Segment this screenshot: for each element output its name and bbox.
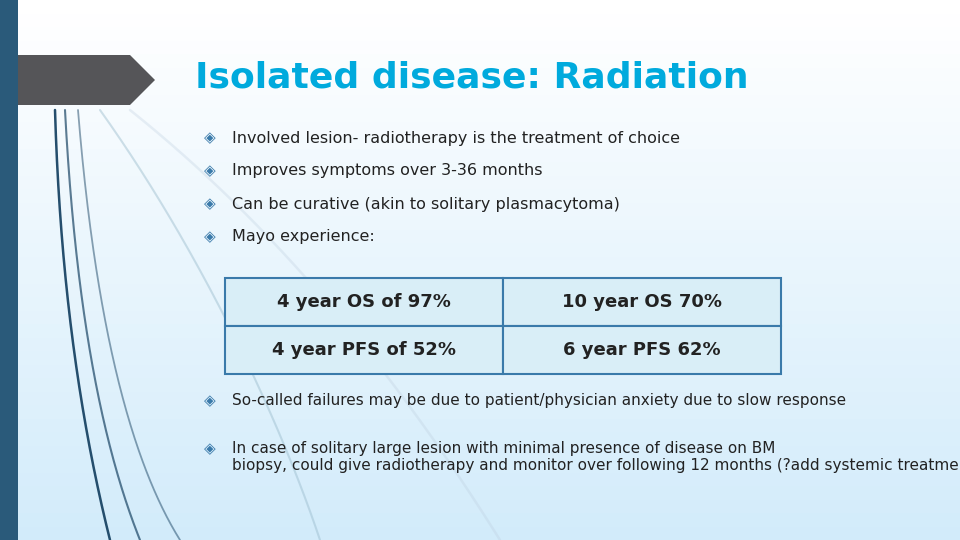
Text: 4 year PFS of 52%: 4 year PFS of 52% [272,341,456,359]
Bar [0,162,960,176]
Bar [0,81,960,94]
Bar [0,94,960,108]
Bar [0,526,960,540]
Bar [0,176,960,189]
Text: Improves symptoms over 3-36 months: Improves symptoms over 3-36 months [232,164,542,179]
Bar [0,392,960,405]
Bar [0,243,960,256]
Bar [0,148,960,162]
Text: ◈: ◈ [204,393,216,408]
Bar [0,418,960,432]
Bar [0,310,960,324]
Bar [0,122,960,135]
Text: 6 year PFS 62%: 6 year PFS 62% [564,341,721,359]
Text: 10 year OS 70%: 10 year OS 70% [562,293,722,311]
Text: Can be curative (akin to solitary plasmacytoma): Can be curative (akin to solitary plasma… [232,197,620,212]
Text: In case of solitary large lesion with minimal presence of disease on BM: In case of solitary large lesion with mi… [232,441,776,456]
Text: ◈: ◈ [204,197,216,212]
Bar [0,68,960,81]
Bar [0,459,960,472]
Bar [0,486,960,500]
Bar [0,27,960,40]
Text: ◈: ◈ [204,441,216,456]
Bar [0,446,960,459]
Bar [0,256,960,270]
Bar [0,216,960,229]
Bar [0,40,960,54]
Polygon shape [18,55,155,105]
FancyBboxPatch shape [503,278,781,326]
Bar [0,378,960,392]
Bar [0,230,960,243]
Bar [0,108,960,122]
Bar [0,338,960,351]
Bar [0,351,960,364]
Bar [0,54,960,68]
FancyBboxPatch shape [503,326,781,374]
Text: So-called failures may be due to patient/physician anxiety due to slow response: So-called failures may be due to patient… [232,393,846,408]
Bar [0,513,960,526]
FancyBboxPatch shape [225,326,503,374]
Text: Isolated disease: Radiation: Isolated disease: Radiation [195,61,749,95]
Text: 4 year OS of 97%: 4 year OS of 97% [277,293,451,311]
Bar [0,500,960,513]
Text: ◈: ◈ [204,164,216,179]
Bar [0,0,960,14]
Bar [0,135,960,148]
Text: Involved lesion- radiotherapy is the treatment of choice: Involved lesion- radiotherapy is the tre… [232,131,680,145]
Text: biopsy, could give radiotherapy and monitor over following 12 months (?add syste: biopsy, could give radiotherapy and moni… [232,458,960,473]
Bar [0,202,960,216]
Bar [0,432,960,445]
Bar [0,284,960,297]
Bar [0,0,18,540]
Bar [0,270,960,284]
Bar [0,14,960,27]
Bar [0,405,960,418]
Bar [0,297,960,310]
Bar [0,364,960,378]
Text: ◈: ◈ [204,131,216,145]
Bar [0,472,960,486]
FancyBboxPatch shape [225,278,503,326]
Text: ◈: ◈ [204,230,216,245]
Bar [0,189,960,202]
Bar [0,324,960,338]
Text: Mayo experience:: Mayo experience: [232,230,374,245]
